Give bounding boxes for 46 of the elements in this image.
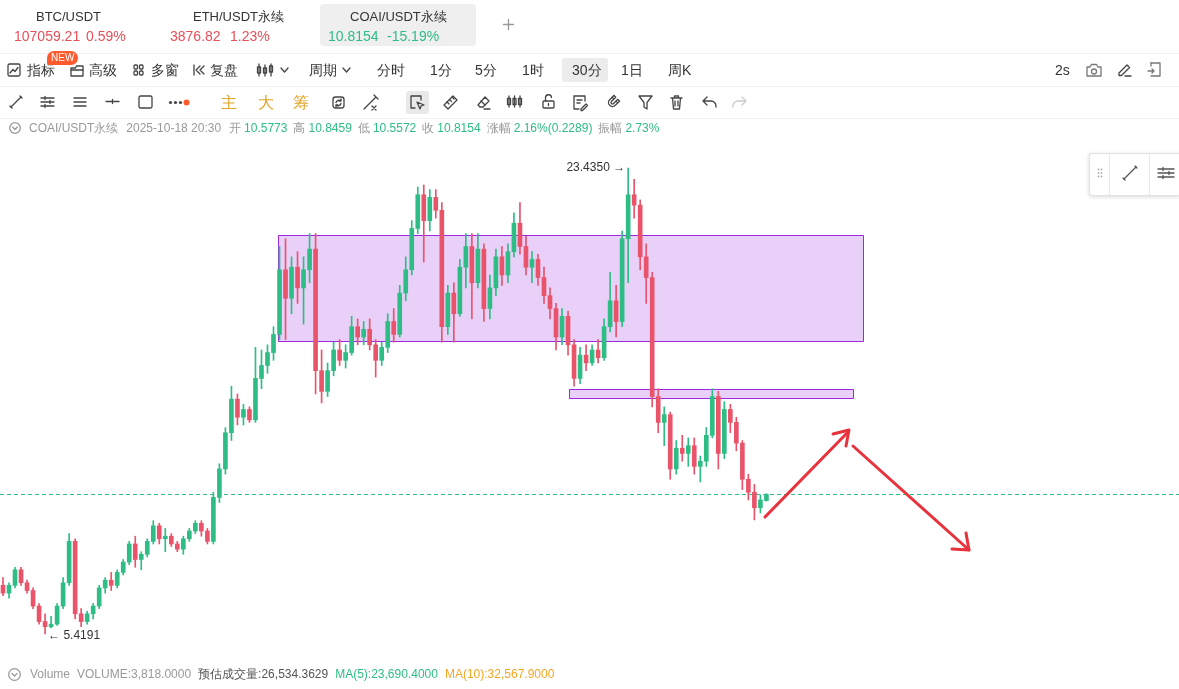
text: 预估成交量:26,534.3629	[198, 666, 329, 682]
annotation: ← 5.4191	[48, 628, 101, 643]
text: Volume	[30, 666, 71, 682]
text: MA(10):32,567.9000	[444, 666, 555, 682]
text: 10.8459	[308, 120, 352, 136]
text: 1时	[522, 61, 544, 79]
text: 2.16%(0.2289)	[513, 120, 593, 136]
text: 大	[258, 93, 274, 113]
text: 周K	[668, 61, 692, 79]
text: 2s	[1055, 61, 1070, 79]
text: 高级	[89, 61, 117, 79]
text: COAI/USDT永续	[350, 9, 447, 25]
text: MA(5):23,690.4000	[335, 666, 438, 682]
text: 30分	[572, 61, 602, 79]
text: 涨幅	[486, 120, 511, 136]
text: -15.19%	[387, 27, 440, 45]
text: 107059.21	[14, 27, 81, 45]
text: 振幅	[598, 120, 623, 136]
text: 筹	[293, 93, 309, 113]
text: 分时	[377, 61, 405, 79]
text: 主	[221, 93, 237, 113]
text: NEW	[47, 51, 79, 65]
text: BTC/USDT	[36, 9, 101, 25]
text: ETH/USDT永续	[193, 9, 284, 25]
text: 10.8154	[437, 120, 481, 136]
text: VOLUME:3,818.0000	[77, 666, 192, 682]
text: 0.59%	[86, 27, 126, 45]
text: 10.5773	[244, 120, 288, 136]
text: 1.23%	[230, 27, 270, 45]
text: 2025-10-18 20:30	[126, 120, 222, 136]
text: 低	[357, 120, 370, 136]
text: 1日	[621, 61, 643, 79]
text: 开	[229, 120, 242, 136]
text: 3876.82	[170, 27, 221, 45]
text: 周期	[309, 61, 337, 79]
text: COAI/USDT永续	[29, 120, 119, 136]
text: 10.5572	[372, 120, 417, 136]
text: 10.8154	[328, 27, 379, 45]
text: 2.73%	[625, 120, 660, 136]
text: 高	[293, 120, 306, 136]
text: 复盘	[210, 61, 238, 79]
text: 5分	[475, 61, 497, 79]
text: 多窗	[151, 61, 179, 79]
text: 1分	[430, 61, 452, 79]
annotation: 23.4350 →	[566, 160, 626, 175]
text: 收	[422, 120, 435, 136]
